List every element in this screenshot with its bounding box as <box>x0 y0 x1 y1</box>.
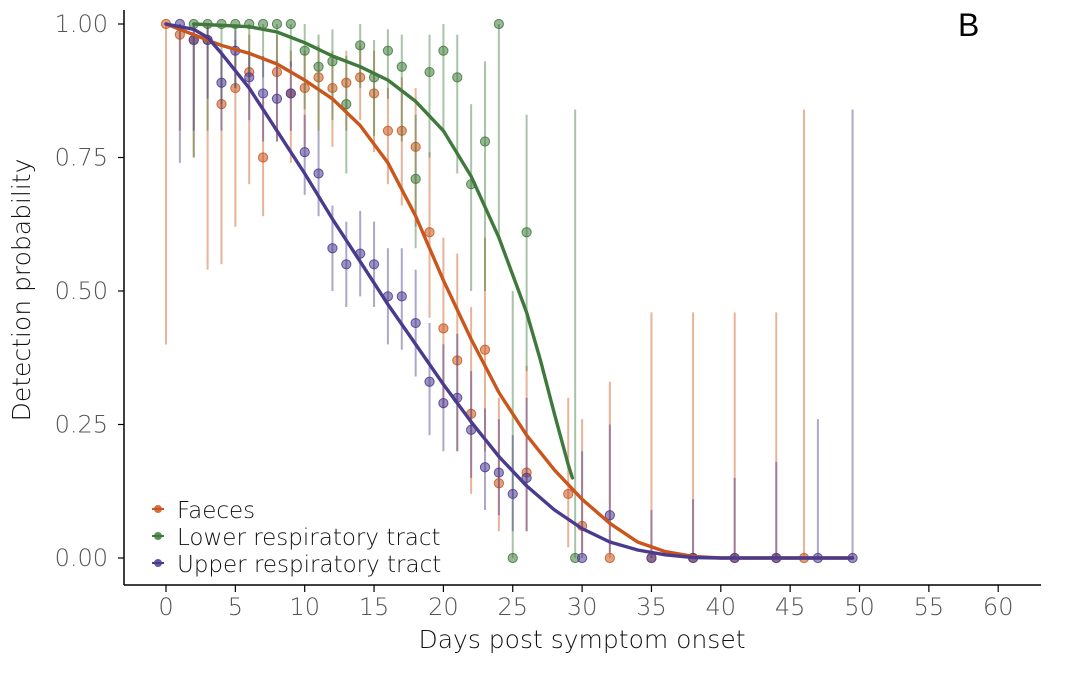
data-point <box>424 376 435 387</box>
x-tick-label: 20 <box>428 593 459 621</box>
data-point <box>299 45 310 56</box>
data-point <box>313 72 324 83</box>
data-point <box>493 467 504 478</box>
data-point <box>507 552 518 564</box>
x-axis-title: Days post symptom onset <box>418 625 745 654</box>
y-axis-title: Detection probability <box>7 159 36 422</box>
data-point <box>396 125 407 136</box>
data-point <box>507 488 518 500</box>
plot-area <box>160 18 858 564</box>
data-point <box>646 552 657 564</box>
x-tick-label: 30 <box>567 593 598 621</box>
data-point <box>410 141 421 152</box>
data-point <box>285 88 296 99</box>
series-2-points <box>174 18 858 564</box>
data-point <box>410 173 421 184</box>
data-point <box>216 77 227 88</box>
data-point <box>368 88 380 99</box>
y-tick-label: 0.25 <box>55 411 108 439</box>
data-point <box>341 99 352 110</box>
legend-label: Lower respiratory tract <box>177 525 441 551</box>
y-tick-label: 0.75 <box>55 144 108 172</box>
data-point <box>216 99 227 110</box>
x-tick-label: 5 <box>228 593 243 621</box>
data-point <box>452 355 463 366</box>
y-tick-label: 1.00 <box>55 10 108 38</box>
data-point <box>327 243 338 254</box>
data-point <box>327 82 338 94</box>
data-point <box>396 61 407 72</box>
data-point <box>479 462 491 473</box>
data-point <box>438 323 449 334</box>
data-point <box>479 344 491 355</box>
data-point <box>230 82 241 94</box>
data-point <box>313 61 324 72</box>
data-point <box>382 125 394 136</box>
data-point <box>299 147 310 158</box>
x-tick-label: 10 <box>289 593 320 621</box>
series-1-trend-line <box>192 22 575 480</box>
y-tick-label: 0.00 <box>55 544 108 572</box>
legend-item: Upper respiratory tract <box>152 552 441 578</box>
data-point <box>438 45 449 56</box>
x-tick-label: 45 <box>775 593 806 621</box>
data-point <box>355 72 366 83</box>
data-point <box>493 18 504 30</box>
panel-label: B <box>958 7 979 43</box>
axes: 0.00 0.25 0.50 0.75 1.00 0 5 10 15 20 25 30 35 40 45 50… <box>55 10 1041 621</box>
x-tick-label: 15 <box>359 593 390 621</box>
data-point <box>521 227 532 238</box>
data-point <box>493 478 504 489</box>
data-point <box>604 510 615 521</box>
series-2-trend-line <box>164 22 855 560</box>
data-point <box>563 488 574 500</box>
data-point <box>257 88 269 99</box>
legend-label: Faeces <box>177 498 255 524</box>
data-point <box>410 317 421 329</box>
data-point <box>396 291 407 302</box>
x-tick-label: 55 <box>914 593 945 621</box>
x-tick-label: 60 <box>983 593 1014 621</box>
x-tick-label: 35 <box>636 593 667 621</box>
data-point <box>521 472 532 483</box>
data-point <box>577 552 588 564</box>
series-0-trend-line <box>164 22 855 560</box>
data-point <box>355 40 366 51</box>
data-point <box>244 72 255 83</box>
x-tick-label: 0 <box>158 593 173 621</box>
data-point <box>424 66 435 78</box>
data-point <box>341 77 352 88</box>
x-tick-label: 40 <box>706 593 737 621</box>
data-point <box>271 93 283 104</box>
data-point <box>299 82 310 94</box>
x-tick-label: 50 <box>844 593 875 621</box>
y-tick-label: 0.50 <box>55 277 108 305</box>
data-point <box>438 398 449 409</box>
data-point <box>285 18 296 30</box>
data-point <box>341 259 352 270</box>
data-point <box>479 136 491 147</box>
data-point <box>313 168 324 179</box>
data-point <box>604 552 615 564</box>
legend-item: Faeces <box>152 498 255 524</box>
data-point <box>382 45 394 56</box>
legend-label: Upper respiratory tract <box>177 552 441 578</box>
data-point <box>257 152 269 163</box>
data-point <box>271 66 283 78</box>
x-tick-label: 25 <box>497 593 528 621</box>
legend-item: Lower respiratory tract <box>152 525 441 551</box>
data-point <box>424 227 435 238</box>
data-point <box>452 72 463 83</box>
data-point <box>271 18 283 30</box>
data-point <box>368 259 380 270</box>
